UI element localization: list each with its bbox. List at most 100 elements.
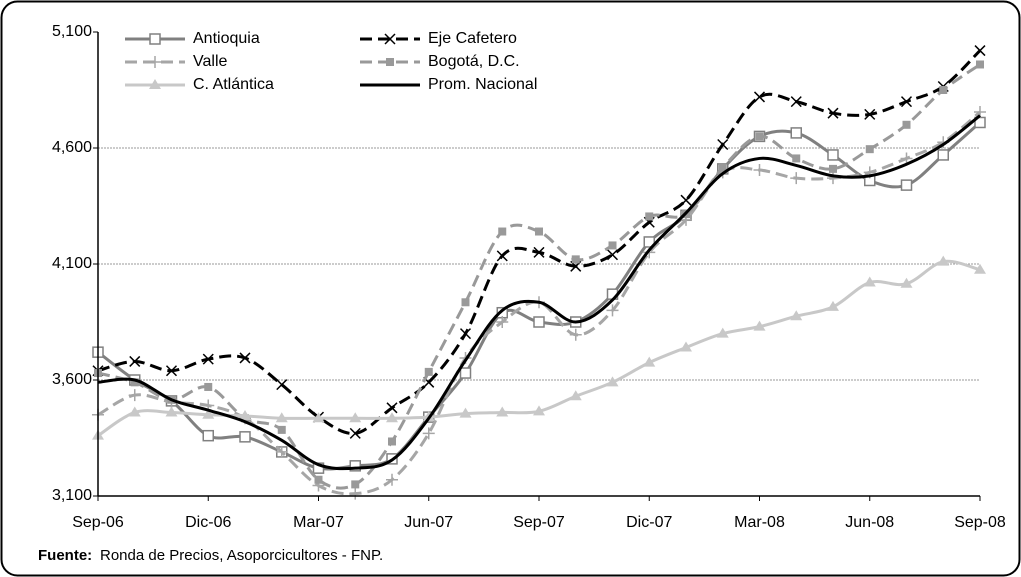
x-tick-label: Mar-08 — [734, 514, 785, 531]
source: Ronda de Precios, Asoporcicultores - FNP… — [100, 547, 383, 564]
x-tick-label: Sep-07 — [513, 514, 565, 531]
marker — [461, 298, 470, 307]
marker — [680, 194, 692, 206]
marker — [937, 149, 949, 161]
marker — [459, 367, 472, 379]
marker — [384, 33, 396, 45]
marker — [129, 355, 141, 367]
y-tick-label: 4,100 — [52, 255, 92, 272]
marker — [239, 431, 251, 443]
marker — [165, 365, 178, 377]
marker — [571, 255, 580, 264]
marker — [680, 341, 692, 352]
marker — [790, 127, 802, 139]
marker — [276, 379, 288, 391]
legend-label: Antioquia — [193, 30, 260, 47]
marker — [386, 58, 394, 66]
marker — [717, 138, 729, 151]
source-label: Fuente: — [38, 547, 92, 564]
marker — [386, 402, 398, 414]
marker — [900, 179, 913, 191]
marker — [422, 427, 435, 440]
marker — [149, 33, 161, 45]
x-tick-label: Dic-07 — [626, 514, 672, 531]
marker — [827, 107, 839, 119]
grid — [98, 147, 980, 381]
marker — [275, 412, 288, 423]
marker — [386, 412, 398, 423]
legend-label: Valle — [193, 53, 227, 70]
marker — [827, 172, 839, 185]
marker — [314, 475, 323, 484]
marker — [716, 327, 729, 338]
marker — [790, 96, 802, 108]
y-tick-label: 4,600 — [52, 139, 92, 156]
marker — [349, 427, 361, 439]
marker — [753, 320, 766, 331]
y-tick-label: 5,100 — [52, 23, 92, 40]
plot — [92, 45, 986, 500]
marker — [351, 480, 360, 489]
marker — [202, 429, 214, 442]
x-tick-label: Dic-06 — [185, 514, 231, 531]
marker — [239, 409, 251, 420]
marker — [569, 328, 582, 341]
marker — [312, 412, 325, 423]
marker — [459, 407, 472, 418]
marker — [130, 378, 139, 387]
marker — [792, 154, 801, 163]
marker — [386, 473, 398, 486]
marker — [829, 164, 837, 173]
marker — [204, 382, 213, 391]
marker — [974, 45, 986, 57]
marker — [349, 487, 362, 500]
marker — [535, 227, 543, 236]
marker — [900, 152, 913, 165]
legend: Antioquia Eje Cafetero Valle Bogotá, D.C. C.… — [125, 30, 537, 93]
marker — [753, 91, 766, 103]
marker — [202, 408, 215, 419]
marker — [496, 316, 509, 328]
legend-label: Prom. Nacional — [428, 76, 537, 93]
marker — [902, 120, 911, 129]
marker — [388, 437, 396, 446]
y-tick-label: 3,100 — [52, 487, 92, 504]
marker — [202, 353, 214, 365]
line — [97, 114, 981, 471]
marker — [718, 163, 727, 172]
marker — [277, 425, 286, 434]
marker — [569, 390, 582, 401]
marker — [606, 249, 619, 261]
marker — [827, 149, 839, 161]
marker — [128, 389, 141, 402]
marker — [606, 304, 619, 317]
marker — [939, 86, 948, 94]
marker — [498, 227, 507, 236]
marker — [755, 132, 764, 141]
marker — [900, 277, 913, 288]
marker — [790, 172, 803, 185]
marker — [974, 263, 986, 274]
marker — [149, 79, 161, 89]
legend-label: Eje Cafetero — [428, 30, 517, 47]
y-tick-label: 3,600 — [52, 371, 92, 388]
marker — [424, 367, 433, 376]
x-tick-label: Mar-07 — [293, 514, 344, 531]
marker — [643, 356, 656, 367]
x-tick-label: Sep-06 — [72, 514, 124, 531]
x-tick-label: Sep-08 — [954, 514, 1006, 531]
marker — [149, 56, 161, 68]
marker — [790, 310, 803, 321]
legend-label: Bogotá, D.C. — [428, 53, 520, 70]
marker — [533, 405, 545, 416]
marker — [865, 145, 874, 154]
marker — [349, 412, 362, 423]
marker — [349, 460, 361, 472]
marker — [645, 212, 654, 221]
marker — [606, 376, 619, 387]
marker — [864, 108, 876, 120]
marker — [459, 328, 472, 340]
marker — [533, 316, 545, 328]
